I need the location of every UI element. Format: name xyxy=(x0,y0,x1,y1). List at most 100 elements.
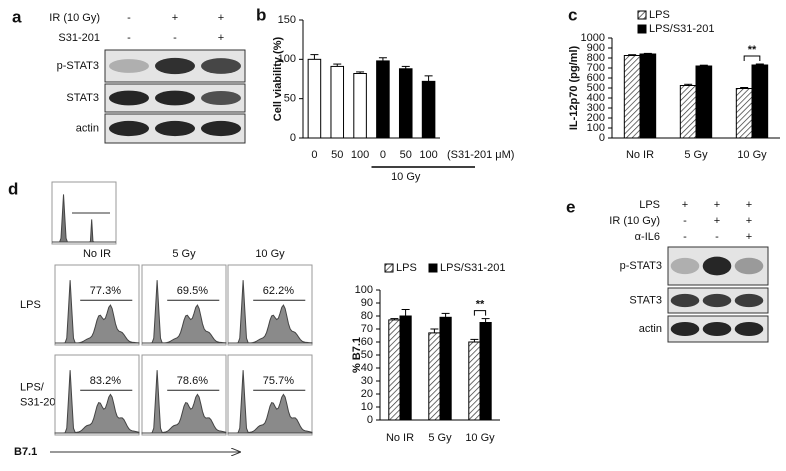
histogram xyxy=(142,280,227,344)
gate-percent: 78.6% xyxy=(177,375,208,387)
x-tick-label: 100 xyxy=(419,149,437,161)
legend-swatch xyxy=(637,24,647,34)
condition-sign: + xyxy=(218,32,224,44)
error-bar xyxy=(356,71,365,74)
condition-sign: + xyxy=(714,199,720,211)
significance-bracket xyxy=(473,310,487,316)
gate-percent: 77.3% xyxy=(90,285,121,297)
y-tick-label: 0 xyxy=(290,132,296,144)
y-tick-label: 600 xyxy=(587,72,605,84)
y-tick-label: 200 xyxy=(587,112,605,124)
error-bar xyxy=(390,318,399,320)
blot-band xyxy=(702,256,732,276)
flow-axis-label: B7.1 xyxy=(14,446,37,458)
y-tick-label: 30 xyxy=(361,375,373,387)
x-tick-label: 5 Gy xyxy=(684,149,708,161)
error-bar xyxy=(401,65,410,69)
bar xyxy=(751,64,769,139)
condition-sign: - xyxy=(683,215,687,227)
column-header: 10 Gy xyxy=(255,248,285,260)
y-axis-label: IL-12p70 (pg/ml) xyxy=(568,45,580,130)
error-bar xyxy=(424,75,433,82)
condition-sign: + xyxy=(746,199,752,211)
gate-percent: 83.2% xyxy=(90,375,121,387)
blot-band xyxy=(702,322,732,336)
y-tick-label: 90 xyxy=(361,297,373,309)
panel-label: e xyxy=(566,197,575,216)
bar xyxy=(639,53,657,139)
group-label: 10 Gy xyxy=(391,171,421,183)
blot-label: actin xyxy=(639,323,662,335)
error-bar xyxy=(481,318,490,323)
bar xyxy=(307,58,322,139)
bar xyxy=(695,65,713,139)
y-tick-label: 150 xyxy=(278,14,296,26)
row-label: LPS xyxy=(20,299,41,311)
histogram xyxy=(141,370,227,434)
x-axis-label: (S31-201 μM) xyxy=(447,149,514,161)
significance-label: ** xyxy=(748,44,757,56)
error-bar xyxy=(470,338,479,342)
error-bar xyxy=(755,63,764,65)
blot-band xyxy=(702,293,732,308)
legend-label: LPS xyxy=(649,9,670,21)
blot-band xyxy=(670,322,700,336)
x-tick-label: 0 xyxy=(311,149,317,161)
bar xyxy=(468,341,481,421)
error-bar xyxy=(684,83,693,86)
panel-label: b xyxy=(256,5,266,24)
blot-label: STAT3 xyxy=(66,92,99,104)
y-tick-label: 800 xyxy=(587,52,605,64)
error-bar xyxy=(699,64,708,66)
histogram xyxy=(228,280,313,344)
y-tick-label: 50 xyxy=(284,93,296,105)
panel-label: d xyxy=(8,179,18,198)
bar xyxy=(439,316,452,421)
bar xyxy=(479,322,492,421)
y-axis-label: % B7.1 xyxy=(351,337,363,373)
y-tick-label: 700 xyxy=(587,62,605,74)
significance-bracket xyxy=(743,55,761,61)
legend-label: LPS/S31-201 xyxy=(440,262,505,274)
blot-label: p-STAT3 xyxy=(620,260,662,272)
blot-band xyxy=(155,120,195,137)
panel-label: c xyxy=(568,5,577,24)
blot-band xyxy=(155,57,195,75)
y-tick-label: 500 xyxy=(587,82,605,94)
x-tick-label: 5 Gy xyxy=(428,432,452,444)
y-tick-label: 300 xyxy=(587,102,605,114)
blot-band xyxy=(670,293,700,308)
y-tick-label: 1000 xyxy=(581,32,605,44)
y-tick-label: 80 xyxy=(361,310,373,322)
bar xyxy=(388,319,401,421)
blot-band xyxy=(734,257,764,275)
bar xyxy=(399,315,412,421)
bar xyxy=(428,332,441,421)
condition-sign: + xyxy=(714,215,720,227)
bar xyxy=(623,55,641,139)
y-tick-label: 100 xyxy=(355,284,373,296)
row-label: LPS/ xyxy=(20,381,45,393)
x-tick-label: 0 xyxy=(380,149,386,161)
blot-label: p-STAT3 xyxy=(57,60,99,72)
legend-label: LPS/S31-201 xyxy=(649,23,714,35)
error-bar xyxy=(643,52,652,54)
x-tick-label: 100 xyxy=(351,149,369,161)
condition-label: S31-201 xyxy=(58,32,100,44)
blot-band xyxy=(201,91,241,105)
histogram xyxy=(227,370,313,434)
condition-sign: - xyxy=(683,231,687,243)
gate-percent: 62.2% xyxy=(263,285,294,297)
x-tick-label: No IR xyxy=(626,149,654,161)
error-bar xyxy=(430,328,439,333)
condition-sign: - xyxy=(715,231,719,243)
gate-percent: 69.5% xyxy=(177,285,208,297)
bar xyxy=(398,68,413,139)
condition-label: IR (10 Gy) xyxy=(609,215,660,227)
y-tick-label: 0 xyxy=(367,414,373,426)
legend-label: LPS xyxy=(396,262,417,274)
blot-band xyxy=(201,120,241,137)
blot-band xyxy=(201,58,241,74)
condition-sign: + xyxy=(682,199,688,211)
histogram xyxy=(55,280,140,344)
